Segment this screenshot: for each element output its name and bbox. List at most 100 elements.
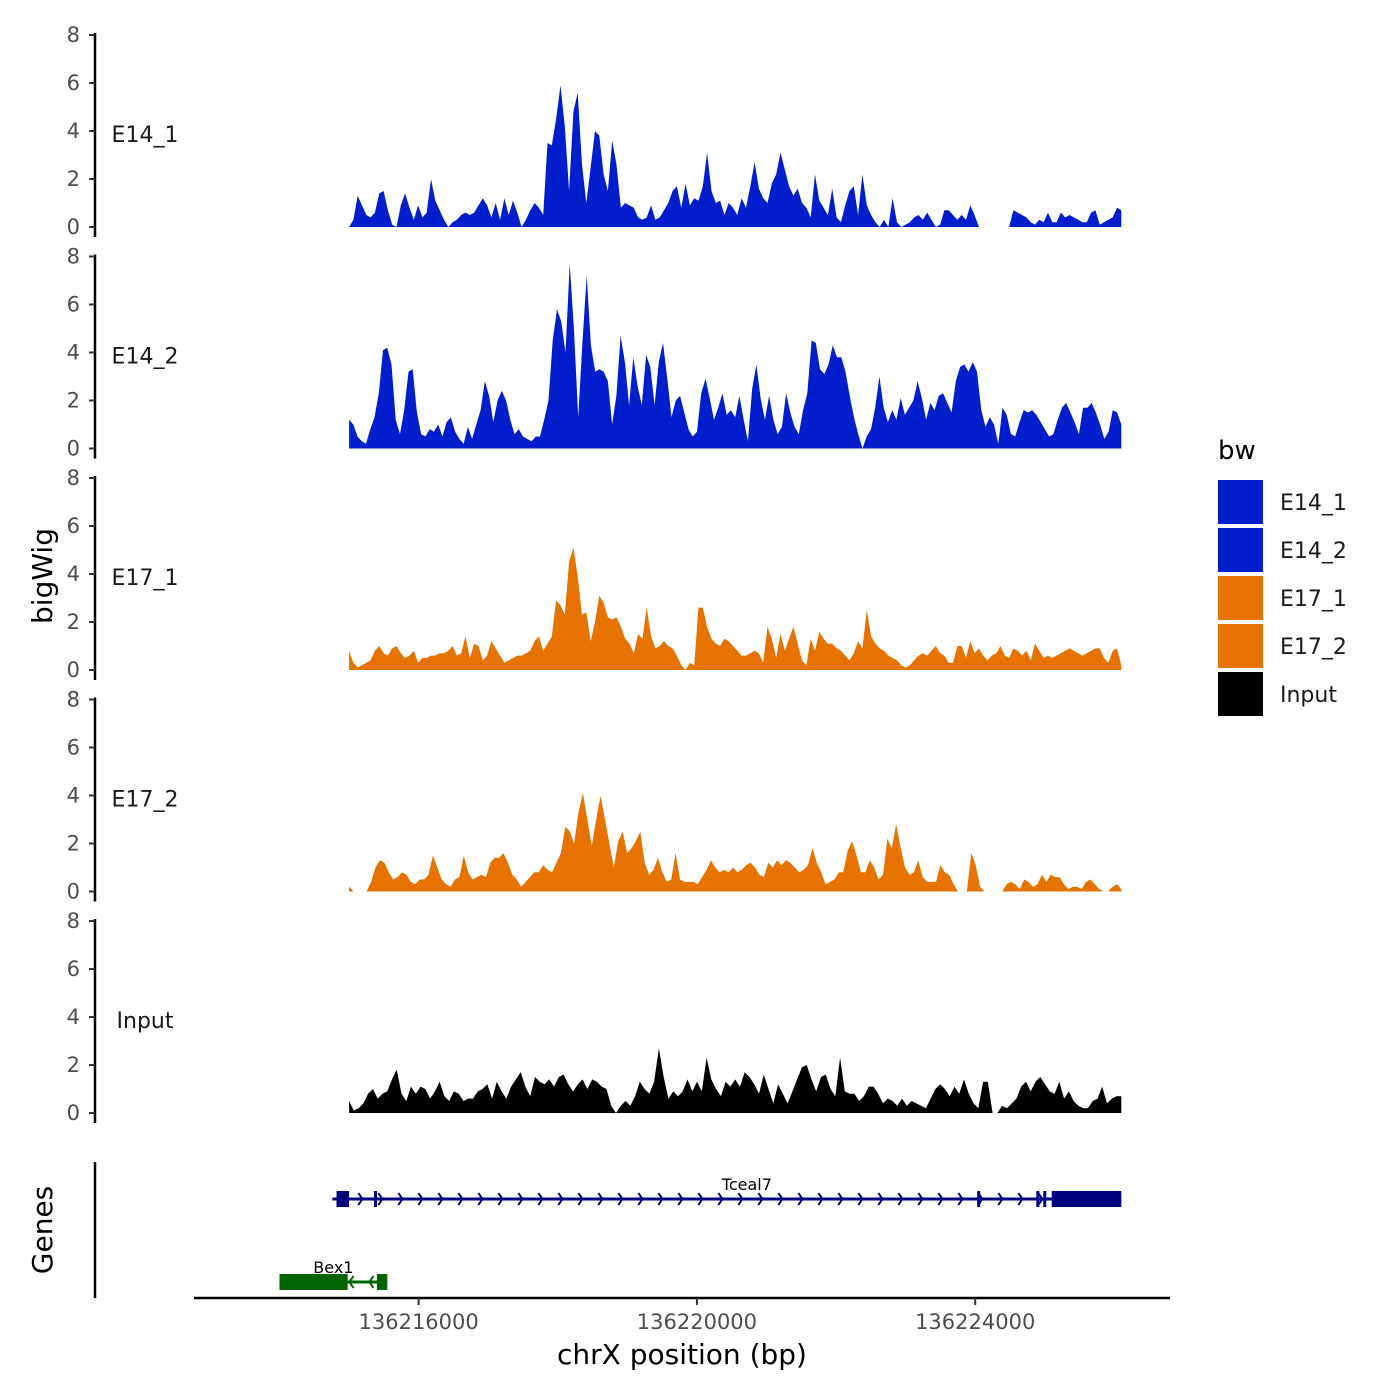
strand-arrow: [937, 1192, 944, 1206]
strand-arrow: [857, 1192, 864, 1206]
gene-label: Tceal7: [721, 1175, 772, 1194]
strand-arrow: [348, 1275, 355, 1289]
legend-label: E14_1: [1280, 491, 1347, 516]
strand-arrow: [377, 1192, 384, 1206]
gene-bex1: Bex1: [279, 1258, 388, 1290]
legend-title: bw: [1218, 436, 1256, 466]
y-tick-label: 0: [67, 658, 80, 682]
y-tick-label: 0: [67, 215, 80, 239]
y-tick-label: 8: [67, 688, 80, 712]
strand-arrow: [737, 1192, 744, 1206]
y-tick-label: 8: [67, 466, 80, 490]
y-tick-label: 2: [67, 1053, 80, 1077]
strand-arrow: [517, 1192, 524, 1206]
strand-arrow: [897, 1192, 904, 1206]
strand-arrow: [1037, 1192, 1044, 1206]
strand-arrow: [957, 1192, 964, 1206]
legend-item-e14-1: E14_1: [1218, 480, 1347, 524]
strand-arrow: [837, 1192, 844, 1206]
legend-swatch: [1218, 672, 1263, 716]
strand-arrow: [397, 1192, 404, 1206]
strand-arrow: [997, 1192, 1004, 1206]
coverage-area: [349, 793, 1122, 892]
strand-arrow: [777, 1192, 784, 1206]
y-tick-label: 6: [67, 736, 80, 760]
track-e17-2: 0 2 4 6 8 E17_2: [67, 688, 1122, 904]
track-label: E17_2: [112, 788, 179, 813]
strand-arrow: [577, 1192, 584, 1206]
gene-exon: [1043, 1191, 1047, 1207]
y-tick-label: 8: [67, 245, 80, 269]
y-tick-label: 2: [67, 832, 80, 856]
strand-arrow: [877, 1192, 884, 1206]
x-axis: 136216000 136220000 136224000: [194, 1296, 1170, 1334]
y-tick-label: 2: [67, 389, 80, 413]
gene-exon: [373, 1191, 377, 1207]
legend-item-e14-2: E14_2: [1218, 528, 1347, 572]
gene-label: Bex1: [313, 1258, 353, 1277]
y-tick-label: 6: [67, 293, 80, 317]
track-label: E17_1: [112, 566, 179, 591]
gene-exon: [1051, 1191, 1122, 1207]
track-label: E14_2: [112, 345, 179, 370]
legend-label: E14_2: [1280, 539, 1347, 564]
x-tick-label: 136220000: [637, 1310, 757, 1334]
strand-arrow: [368, 1275, 375, 1289]
strand-arrow: [757, 1192, 764, 1206]
gene-exon: [376, 1274, 388, 1290]
y-axis-title: bigWig: [26, 528, 59, 624]
y-tick-label: 0: [67, 1101, 80, 1125]
gene-exon: [977, 1191, 981, 1207]
strand-arrow: [817, 1192, 824, 1206]
coverage-area: [349, 85, 1122, 228]
track-label: E14_1: [112, 123, 179, 148]
y-tick-label: 6: [67, 514, 80, 538]
y-tick-label: 2: [67, 167, 80, 191]
strand-arrow: [797, 1192, 804, 1206]
strand-arrow: [677, 1192, 684, 1206]
track-label: Input: [117, 1009, 174, 1034]
track-e14-1: 0 2 4 6 8 E14_1: [67, 23, 1122, 239]
strand-arrow: [617, 1192, 624, 1206]
y-tick-label: 0: [67, 880, 80, 904]
coverage-area: [349, 263, 1122, 449]
strand-arrow: [437, 1192, 444, 1206]
strand-arrow: [657, 1192, 664, 1206]
strand-arrow: [717, 1192, 724, 1206]
gene-exon: [279, 1274, 348, 1290]
y-tick-label: 8: [67, 23, 80, 47]
legend-item-input: Input: [1218, 672, 1337, 716]
strand-arrow: [537, 1192, 544, 1206]
gene-track: Tceal7 Bex1: [93, 1162, 1122, 1298]
legend-label: Input: [1280, 683, 1337, 708]
gene-tceal7: Tceal7: [332, 1175, 1122, 1207]
track-input: 0 2 4 6 8 Input: [67, 909, 1122, 1125]
y-tick-label: 8: [67, 909, 80, 933]
strand-arrow: [457, 1192, 464, 1206]
y-tick-label: 2: [67, 610, 80, 634]
strand-arrow: [357, 1192, 364, 1206]
genes-axis-title: Genes: [26, 1186, 59, 1274]
legend-swatch: [1218, 576, 1263, 620]
strand-arrow: [697, 1192, 704, 1206]
legend-swatch: [1218, 480, 1263, 524]
track-e17-1: 0 2 4 6 8 E17_1: [67, 466, 1122, 682]
y-tick-label: 6: [67, 957, 80, 981]
gene-exon: [336, 1191, 350, 1207]
x-tick-label: 136224000: [915, 1310, 1035, 1334]
y-tick-label: 4: [67, 784, 80, 808]
legend-label: E17_1: [1280, 587, 1347, 612]
y-tick-label: 6: [67, 71, 80, 95]
strand-arrow: [637, 1192, 644, 1206]
legend-item-e17-2: E17_2: [1218, 624, 1347, 668]
y-tick-label: 4: [67, 562, 80, 586]
strand-arrow: [917, 1192, 924, 1206]
legend-label: E17_2: [1280, 635, 1347, 660]
strand-arrow: [477, 1192, 484, 1206]
track-e14-2: 0 2 4 6 8 E14_2: [67, 245, 1122, 461]
gene-exon: [1036, 1191, 1040, 1207]
y-tick-label: 4: [67, 341, 80, 365]
y-tick-label: 4: [67, 1005, 80, 1029]
